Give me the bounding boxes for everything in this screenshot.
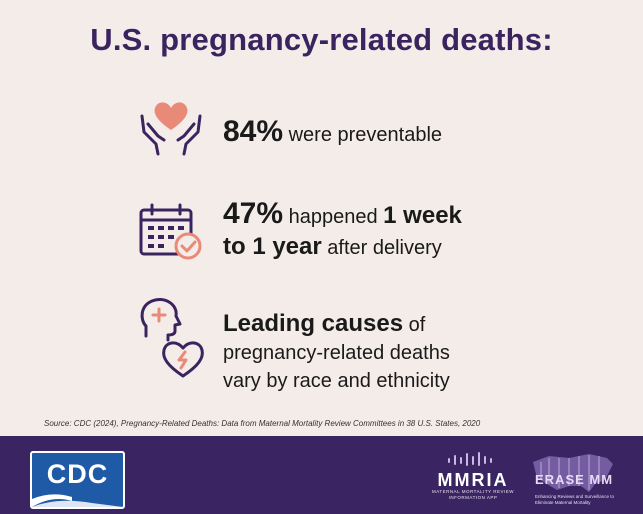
footer: CDC MMRIA MATERNAL MORTALITY REVIEW INFO… xyxy=(0,436,643,514)
stat-label: after delivery xyxy=(327,237,442,259)
stat-label: were preventable xyxy=(288,124,443,146)
waveform-icon xyxy=(448,452,492,466)
stat-text: 47% happened 1 week to 1 year after deli… xyxy=(223,197,462,262)
stat-label: pregnancy-related deaths xyxy=(223,342,450,364)
mmria-logo: MMRIA MATERNAL MORTALITY REVIEW INFORMAT… xyxy=(418,452,528,501)
page-title: U.S. pregnancy-related deaths: xyxy=(90,22,553,57)
stat-text: Leading causes of pregnancy-related deat… xyxy=(223,310,450,395)
stat-text: 84% were preventable xyxy=(223,115,443,149)
cdc-logo-text: CDC xyxy=(46,459,109,489)
us-map-icon xyxy=(533,454,613,492)
mmria-subtitle: MATERNAL MORTALITY REVIEW INFORMATION AP… xyxy=(431,489,514,500)
stat-bold: to 1 year xyxy=(223,233,322,260)
erase-subtitle: Enhancing Reviews and Surveillance to El… xyxy=(535,494,615,505)
stat-value: 47% xyxy=(223,197,284,230)
calendar-check-icon xyxy=(139,203,202,260)
erase-name: ERASE MM xyxy=(535,472,614,487)
cdc-swoosh-icon xyxy=(32,494,123,507)
mmria-name: MMRIA xyxy=(437,470,509,490)
broken-heart-icon xyxy=(162,341,204,378)
cdc-logo: CDC xyxy=(30,451,125,509)
stat-label: of xyxy=(408,314,426,336)
stat-label: vary by race and ethnicity xyxy=(223,370,450,392)
stat-bold: Leading causes xyxy=(223,310,404,337)
hands-heart-icon xyxy=(140,102,202,156)
head-plus-icon xyxy=(140,298,182,342)
stat-label: happened xyxy=(288,206,378,228)
stat-bold: 1 week xyxy=(383,202,462,229)
erase-mm-logo: ERASE MM Enhancing Reviews and Surveilla… xyxy=(525,448,620,506)
source-citation: Source: CDC (2024), Pregnancy-Related De… xyxy=(44,419,481,428)
stat-value: 84% xyxy=(223,115,284,148)
